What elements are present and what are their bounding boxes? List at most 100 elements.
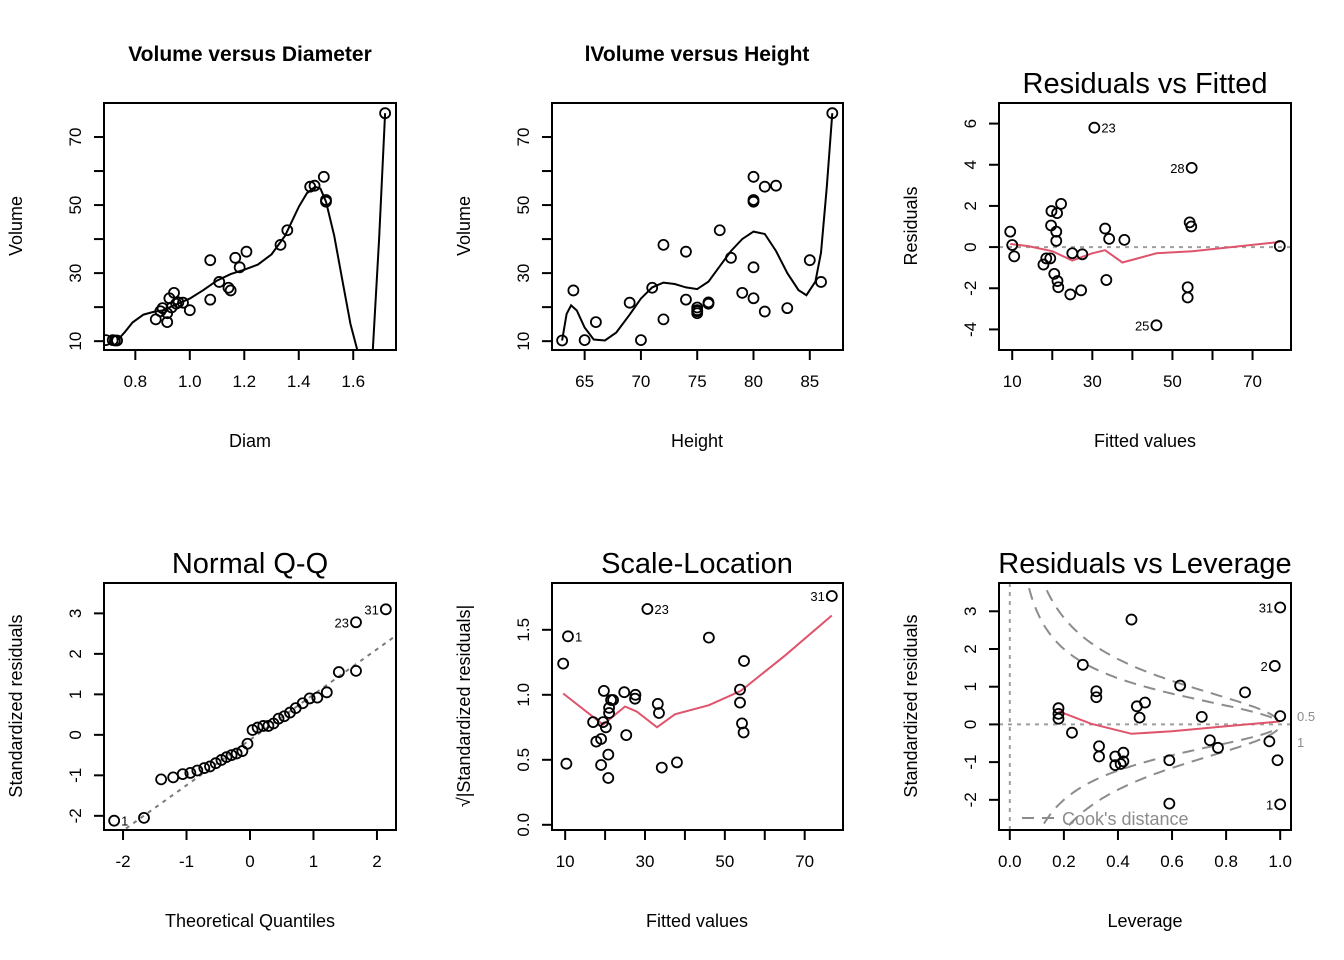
data-point xyxy=(562,630,574,643)
data-point xyxy=(578,334,591,347)
data-point xyxy=(170,297,183,310)
data-point xyxy=(1117,746,1130,759)
point-label: 23 xyxy=(654,602,668,617)
cook-distance-contour xyxy=(1039,727,1279,830)
data-point xyxy=(184,767,197,779)
data-point xyxy=(1271,754,1284,767)
data-point xyxy=(826,107,839,120)
y-tick-label: 70 xyxy=(66,128,85,147)
point-label: 31 xyxy=(810,589,824,604)
data-point xyxy=(204,254,217,267)
data-point xyxy=(1006,239,1019,251)
x-tick-label: 0.6 xyxy=(1160,852,1184,871)
data-point xyxy=(1066,726,1078,739)
plot-frame xyxy=(103,102,397,351)
x-tick-label: 1.2 xyxy=(232,372,256,391)
data-point xyxy=(332,666,345,678)
data-point xyxy=(1203,734,1216,747)
data-point xyxy=(1052,707,1065,720)
data-point xyxy=(1008,250,1021,263)
x-tick-label: 65 xyxy=(575,372,594,391)
data-point xyxy=(567,284,580,297)
y-tick-label: 4 xyxy=(961,160,980,169)
point-label: 23 xyxy=(335,615,349,630)
data-point xyxy=(161,316,174,329)
data-point xyxy=(1004,225,1017,238)
x-tick-label: 30 xyxy=(636,852,655,871)
x-tick-label: 1.4 xyxy=(287,372,311,391)
data-point xyxy=(736,286,749,299)
y-tick-label: -1 xyxy=(66,768,85,783)
data-point xyxy=(1274,798,1287,811)
data-point xyxy=(1273,240,1286,252)
panel-p1: 0.8 1.0 1.2 1.4 1.6 10 30 50 70 xyxy=(66,102,397,391)
data-point xyxy=(671,756,683,769)
data-point xyxy=(1090,691,1103,704)
data-point xyxy=(629,692,641,705)
ylabel-p3: Residuals xyxy=(901,186,921,265)
x-tick-label: 0.0 xyxy=(998,852,1022,871)
point-label: 2 xyxy=(1261,659,1268,674)
data-point xyxy=(1050,225,1063,238)
data-point xyxy=(758,305,771,318)
y-tick-label: -2 xyxy=(961,281,980,296)
x-tick-label: 50 xyxy=(1163,372,1182,391)
data-point xyxy=(274,238,287,251)
data-point xyxy=(1055,197,1067,210)
data-point xyxy=(155,773,168,786)
ylabel-p1: Volume xyxy=(6,196,26,256)
panel-p5: 1 23 31 10 30 50 70 0.0 0.5 1.0 1.5 xyxy=(514,582,844,871)
data-point xyxy=(680,245,692,258)
data-point xyxy=(191,764,204,777)
data-point xyxy=(607,694,619,706)
y-tick-label: 1 xyxy=(66,690,85,699)
data-point xyxy=(1044,252,1057,265)
x-tick-label: 10 xyxy=(556,852,575,871)
data-point xyxy=(713,224,726,237)
data-point xyxy=(154,305,167,318)
ylabel-p2: Volume xyxy=(454,196,474,256)
y-tick-label: 10 xyxy=(514,332,533,351)
data-point xyxy=(168,286,180,299)
data-point xyxy=(1195,710,1208,723)
data-point xyxy=(623,296,636,309)
point-label: 1 xyxy=(121,814,128,829)
x-tick-label: 50 xyxy=(715,852,734,871)
data-point xyxy=(1051,275,1064,287)
data-point xyxy=(241,737,254,750)
data-point xyxy=(595,759,607,771)
data-point xyxy=(229,251,242,264)
data-point xyxy=(1163,754,1176,767)
data-point xyxy=(825,590,838,602)
data-point xyxy=(1263,735,1276,748)
x-tick-label: 1.0 xyxy=(178,372,202,391)
data-point xyxy=(590,316,602,329)
xlabel-p5: Fitted values xyxy=(646,911,748,931)
plot-area-p6 xyxy=(999,583,1291,830)
data-point xyxy=(311,691,324,704)
y-tick-label: -1 xyxy=(961,755,980,770)
data-point xyxy=(1139,696,1151,709)
data-point xyxy=(1076,658,1089,671)
cook-level-1: 1 xyxy=(1297,735,1304,750)
x-tick-label: 1.6 xyxy=(341,372,365,391)
data-point xyxy=(233,261,246,274)
data-point xyxy=(702,631,715,644)
y-tick-label: 70 xyxy=(514,128,533,147)
data-point xyxy=(304,180,317,193)
y-tick-label: 0.5 xyxy=(514,748,533,772)
data-point xyxy=(770,179,782,192)
data-point xyxy=(738,655,750,667)
data-point xyxy=(1163,797,1176,810)
plot-area-p2 xyxy=(556,107,839,347)
data-point xyxy=(213,276,226,288)
data-point xyxy=(1185,220,1198,233)
data-point xyxy=(1274,601,1287,614)
qq-reference-line xyxy=(122,634,396,830)
panel-p2: 65 70 75 80 85 10 30 50 70 xyxy=(514,102,844,391)
y-tick-label: 1 xyxy=(961,682,980,691)
data-point xyxy=(1052,281,1065,294)
data-point xyxy=(303,692,316,705)
data-point xyxy=(230,747,243,760)
cook-distance-contour xyxy=(1026,583,1279,722)
